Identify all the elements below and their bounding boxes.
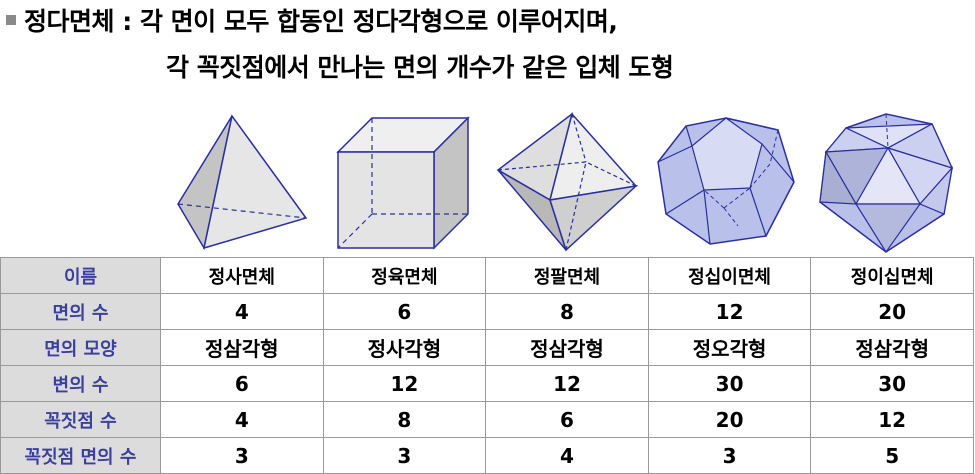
- dodecahedron-icon: [654, 108, 798, 256]
- table-cell: 20: [810, 293, 974, 330]
- row-header: 꼭짓점 면의 수: [0, 437, 161, 474]
- table-cell: 12: [485, 365, 649, 402]
- table-cell: 12: [322, 365, 487, 402]
- polyhedra-table: 이름 정사면체 정육면체 정팔면체 정십이면체 정이십면체 면의 수 4 6 8 12 20 면의 모양…: [0, 257, 974, 474]
- table-cell: 정육면체: [322, 257, 487, 294]
- table-cell: 6: [160, 365, 324, 402]
- table-cell: 4: [485, 437, 649, 474]
- table-cell: 30: [810, 365, 974, 402]
- tetrahedron-icon: [172, 108, 312, 256]
- table-cell: 정오각형: [647, 329, 812, 366]
- table-cell: 20: [647, 401, 812, 438]
- table-cell: 8: [485, 293, 649, 330]
- table-cell: 4: [160, 401, 324, 438]
- table-cell: 3: [647, 437, 812, 474]
- row-vertex-count: 꼭짓점 수 4 8 6 20 12: [0, 401, 974, 438]
- table-cell: 정사각형: [322, 329, 487, 366]
- row-edge-count: 변의 수 6 12 12 30 30: [0, 365, 974, 402]
- cube-icon: [334, 108, 474, 256]
- table-cell: 정사면체: [160, 257, 324, 294]
- table-cell: 정이십면체: [810, 257, 974, 294]
- row-header: 면의 수: [0, 293, 161, 330]
- row-header: 변의 수: [0, 365, 161, 402]
- table-cell: 정팔면체: [485, 257, 649, 294]
- table-cell: 정삼각형: [485, 329, 649, 366]
- title-text-1: 정다면체 : 각 면이 모두 합동인 정다각형으로 이루어지며,: [24, 7, 618, 36]
- title-line-2: 각 꼭짓점에서 만나는 면의 개수가 같은 입체 도형: [166, 53, 674, 82]
- table-cell: 6: [322, 293, 487, 330]
- table-cell: 12: [810, 401, 974, 438]
- row-name: 이름 정사면체 정육면체 정팔면체 정십이면체 정이십면체: [0, 257, 974, 294]
- table-cell: 5: [810, 437, 974, 474]
- row-face-shape: 면의 모양 정삼각형 정사각형 정삼각형 정오각형 정삼각형: [0, 329, 974, 366]
- table-cell: 3: [322, 437, 487, 474]
- table-cell: 30: [647, 365, 812, 402]
- table-cell: 정삼각형: [160, 329, 324, 366]
- table-cell: 3: [160, 437, 324, 474]
- table-cell: 정삼각형: [810, 329, 974, 366]
- table-cell: 정십이면체: [647, 257, 812, 294]
- row-face-count: 면의 수 4 6 8 12 20: [0, 293, 974, 330]
- table-cell: 6: [485, 401, 649, 438]
- row-header: 꼭짓점 수: [0, 401, 161, 438]
- title-line-1: 정다면체 : 각 면이 모두 합동인 정다각형으로 이루어지며,: [4, 2, 618, 38]
- bullet-icon: [6, 15, 16, 25]
- octahedron-icon: [496, 108, 640, 256]
- row-header: 이름: [0, 257, 161, 294]
- table-cell: 4: [160, 293, 324, 330]
- icosahedron-icon: [816, 108, 956, 256]
- table-cell: 8: [322, 401, 487, 438]
- row-header: 면의 모양: [0, 329, 161, 366]
- table-cell: 12: [647, 293, 812, 330]
